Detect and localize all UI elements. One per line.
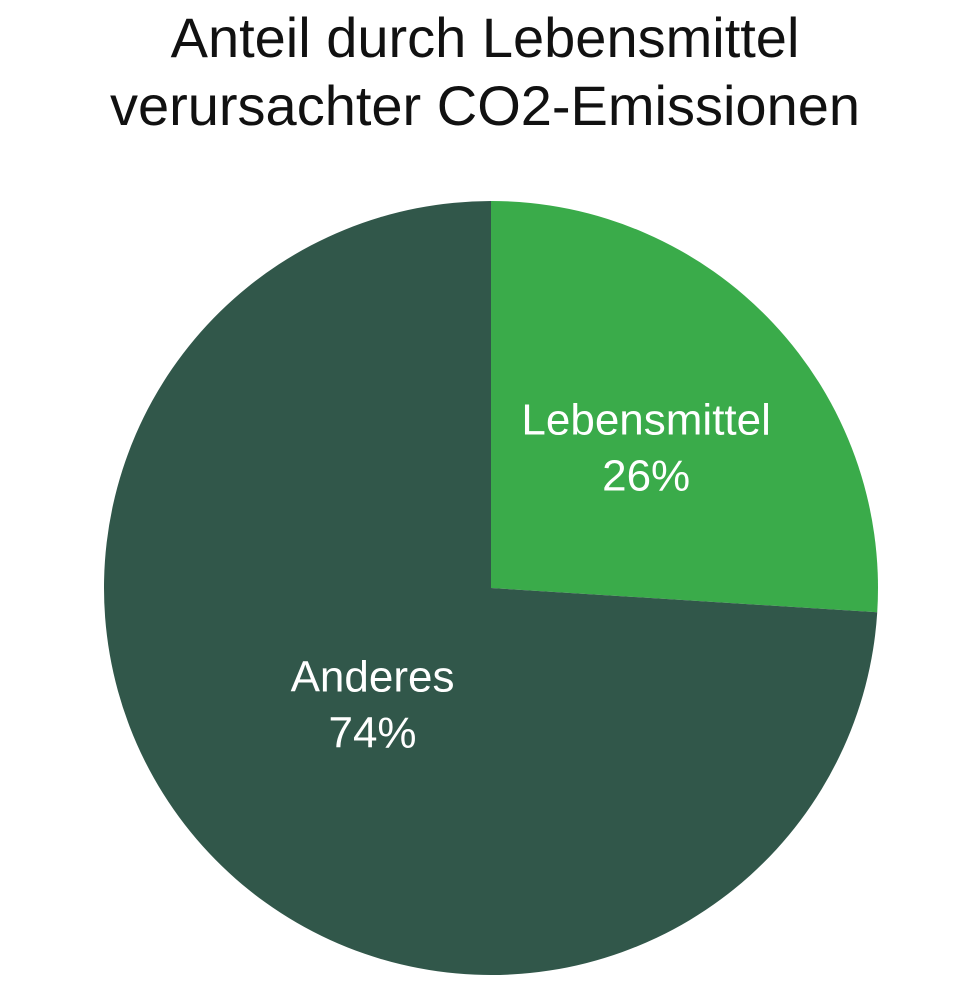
slice-value-anderes: 74% xyxy=(328,708,416,757)
pie-slice-anderes xyxy=(103,201,878,975)
chart-title-line-2: verursachter CO2-Emissionen xyxy=(109,74,861,137)
slice-value-lebensmittel: 26% xyxy=(602,451,690,500)
chart-title-line-1: Anteil durch Lebensmittel xyxy=(170,6,800,69)
chart-title: Anteil durch Lebensmittel verursachter C… xyxy=(0,4,970,140)
pie-slices xyxy=(103,201,878,975)
pie-labels: Lebensmittel 26% Anderes 74% xyxy=(291,395,771,757)
pie-slice-lebensmittel xyxy=(491,201,878,613)
slice-label-anderes: Anderes xyxy=(291,652,455,701)
slice-label-lebensmittel: Lebensmittel xyxy=(521,395,770,444)
